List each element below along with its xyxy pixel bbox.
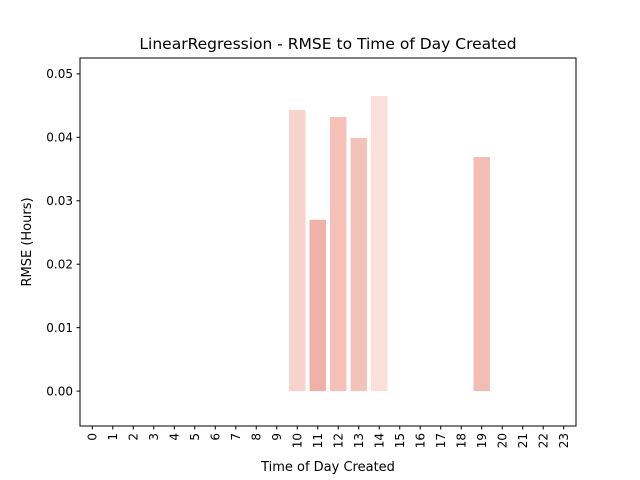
bar-hour-13: [350, 137, 367, 392]
x-tick-label: 10: [291, 433, 305, 448]
x-axis: 0 1 2 3 4 5 6 7 8 9 10 11 12 13 14 15 16 17 18 19 20 21 22 23: [86, 426, 571, 448]
y-axis: 0.00 0.01 0.02 0.03 0.04 0.05: [46, 67, 80, 398]
bar-hour-11: [309, 219, 326, 392]
x-tick-label: 14: [373, 433, 387, 448]
x-tick-label: 5: [188, 433, 202, 441]
x-tick-label: 15: [393, 433, 407, 448]
bar-hour-10: [289, 110, 306, 392]
x-tick-label: 12: [332, 433, 346, 448]
y-tick-label: 0.02: [46, 258, 73, 272]
y-tick-label: 0.05: [46, 67, 73, 81]
chart-title: LinearRegression - RMSE to Time of Day C…: [139, 35, 516, 53]
x-tick-label: 18: [455, 433, 469, 448]
x-tick-label: 1: [106, 433, 120, 441]
bars-group: [289, 96, 490, 392]
x-tick-label: 0: [86, 433, 100, 441]
x-axis-label: Time of Day Created: [260, 460, 395, 475]
y-axis-label: RMSE (Hours): [20, 197, 35, 286]
y-tick-label: 0.01: [46, 321, 73, 335]
x-tick-label: 22: [537, 433, 551, 448]
y-tick-label: 0.04: [46, 131, 73, 145]
y-tick-label: 0.00: [46, 384, 73, 398]
y-tick-label: 0.03: [46, 194, 73, 208]
x-tick-label: 20: [496, 433, 510, 448]
x-tick-label: 6: [209, 433, 223, 441]
x-tick-label: 21: [516, 433, 530, 448]
bar-hour-12: [330, 117, 347, 392]
bar-hour-14: [371, 96, 388, 392]
x-tick-label: 9: [270, 433, 284, 441]
x-tick-label: 13: [352, 433, 366, 448]
x-tick-label: 8: [250, 433, 264, 441]
x-tick-label: 11: [311, 433, 325, 448]
x-tick-label: 17: [434, 433, 448, 448]
bar-hour-19: [473, 156, 490, 392]
x-tick-label: 23: [557, 433, 571, 448]
plot-frame: [79, 57, 577, 427]
x-tick-label: 7: [229, 433, 243, 441]
x-tick-label: 19: [475, 433, 489, 448]
x-tick-label: 2: [127, 433, 141, 441]
x-tick-label: 4: [168, 433, 182, 441]
x-tick-label: 16: [414, 433, 428, 448]
x-tick-label: 3: [147, 433, 161, 441]
